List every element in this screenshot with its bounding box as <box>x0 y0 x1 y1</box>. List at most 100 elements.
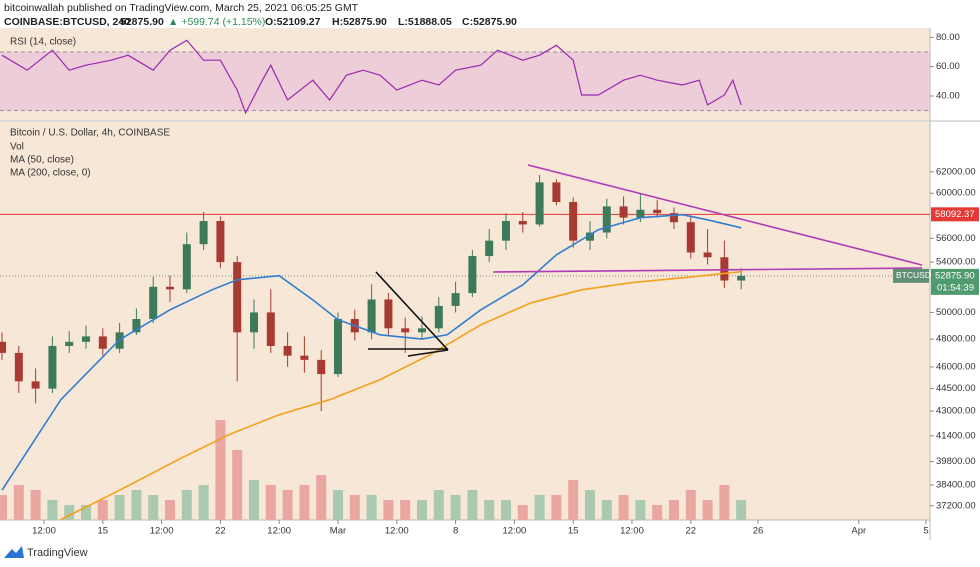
candle-body <box>619 206 628 218</box>
brand: TradingView <box>4 546 88 559</box>
x-tick-label: 12:00 <box>150 526 174 537</box>
volume-bar <box>668 500 679 520</box>
volume-bar <box>114 495 125 520</box>
candle-body <box>300 355 309 360</box>
y-tick-label: 60000.00 <box>936 188 976 199</box>
candle-body <box>98 336 107 349</box>
brand-name: TradingView <box>27 547 88 559</box>
candle-body <box>317 359 326 375</box>
candle-body <box>485 240 494 257</box>
x-tick-label: 8 <box>453 526 458 537</box>
y-tick-label: 80.00 <box>936 32 960 43</box>
volume-bar <box>618 495 629 520</box>
volume-bar <box>81 505 92 520</box>
volume-bar <box>450 495 461 520</box>
candle-body <box>468 256 477 294</box>
volume-bar <box>47 500 58 520</box>
y-tick-label: 39800.00 <box>936 456 976 467</box>
volume-bar <box>265 485 276 520</box>
candle-body <box>737 275 746 281</box>
candle-body <box>367 299 376 333</box>
change: ▲ +599.74 (+1.15%) <box>168 16 265 28</box>
candle-body <box>65 341 74 346</box>
volume-bar <box>534 495 545 520</box>
volume-bar <box>148 495 159 520</box>
publisher: bitcoinwallah published on TradingView.c… <box>4 2 359 14</box>
volume-bar <box>568 480 579 520</box>
candle-body <box>233 262 242 333</box>
volume-bar <box>0 495 8 520</box>
rsi-band <box>0 52 930 111</box>
volume-bar <box>282 490 293 520</box>
candle-body <box>569 201 578 241</box>
volume-bar <box>64 505 75 520</box>
ma-legend: MA (50, close) <box>10 155 74 166</box>
y-tick-label: 50000.00 <box>936 307 976 318</box>
candle-body <box>48 345 57 389</box>
candle-body <box>82 336 91 342</box>
candle-body <box>182 244 191 290</box>
volume-bar <box>165 500 176 520</box>
volume-bar <box>601 500 612 520</box>
x-tick-label: 15 <box>568 526 579 537</box>
price-line-label: 58092.37 <box>935 209 975 220</box>
volume-bar <box>13 485 24 520</box>
volume-bar <box>316 475 327 520</box>
trendline <box>375 271 449 351</box>
trendline <box>527 164 923 266</box>
volume-bar <box>652 505 663 520</box>
price-line-tag <box>931 207 979 222</box>
y-tick-label: 44500.00 <box>936 383 976 394</box>
symbol-tag <box>893 268 929 283</box>
y-tick-label: 62000.00 <box>936 166 976 177</box>
candle-body <box>199 221 208 245</box>
high: H:52875.90 <box>332 16 387 28</box>
candle-body <box>401 328 410 333</box>
candle-body <box>266 312 275 346</box>
volume-bar <box>484 500 495 520</box>
marks-layer <box>0 39 746 521</box>
symbol: COINBASE:BTCUSD, 240 <box>4 16 130 28</box>
candle-body <box>0 341 7 353</box>
volume-bar <box>467 490 478 520</box>
ma-line <box>60 270 742 521</box>
last-price-tag <box>931 268 979 295</box>
y-tick-label: 60.00 <box>936 61 960 72</box>
symbol-label: BTCUSD <box>896 270 931 280</box>
x-tick-label: 15 <box>98 526 109 537</box>
candle-body <box>653 209 662 214</box>
volume-bar <box>551 495 562 520</box>
volume-bar <box>349 495 360 520</box>
volume-bar <box>400 500 411 520</box>
candle-body <box>535 182 544 225</box>
low: L:51888.05 <box>398 16 452 28</box>
trendlines <box>368 164 923 357</box>
candle-body <box>636 209 645 218</box>
x-tick-label: 12:00 <box>620 526 644 537</box>
x-tick-label: Apr <box>851 526 866 537</box>
last-price-label: 52875.90 <box>935 270 975 281</box>
volume-bar <box>736 500 747 520</box>
candle-body <box>518 221 527 225</box>
volume-bar <box>299 485 310 520</box>
volume-bar <box>383 500 394 520</box>
volume-bar <box>366 495 377 520</box>
candle-body <box>585 232 594 241</box>
candle-body <box>417 328 426 333</box>
volume-bar <box>719 485 730 520</box>
candle-body <box>384 299 393 329</box>
x-tick-label: 12:00 <box>502 526 526 537</box>
candle-body <box>669 213 678 223</box>
trendline <box>407 349 449 357</box>
candle-body <box>720 257 729 281</box>
candle-body <box>149 286 158 319</box>
candle-body <box>552 182 561 202</box>
rsi-line <box>1 39 742 115</box>
price-legend: Bitcoin / U.S. Dollar, 4h, COINBASE <box>10 128 170 139</box>
rsi-legend: RSI (14, close) <box>10 37 76 48</box>
trendline <box>492 267 923 273</box>
volume-bar <box>584 490 595 520</box>
last-price: 52875.90 <box>120 16 164 28</box>
